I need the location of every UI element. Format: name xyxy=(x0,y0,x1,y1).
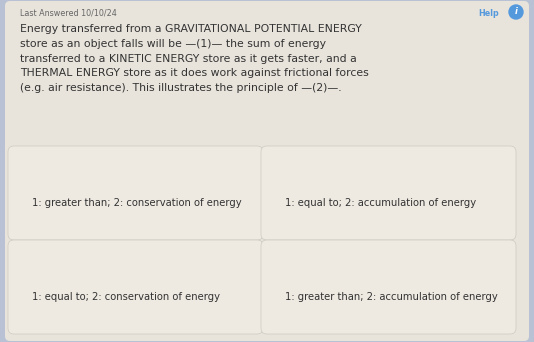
FancyBboxPatch shape xyxy=(261,240,516,334)
Text: Last Answered 10/10/24: Last Answered 10/10/24 xyxy=(20,9,117,18)
FancyBboxPatch shape xyxy=(261,146,516,240)
Text: 1: equal to; 2: accumulation of energy: 1: equal to; 2: accumulation of energy xyxy=(285,198,476,208)
Text: i: i xyxy=(515,8,517,16)
FancyBboxPatch shape xyxy=(5,1,529,341)
Text: Energy transferred from a GRAVITATIONAL POTENTIAL ENERGY
store as an object fall: Energy transferred from a GRAVITATIONAL … xyxy=(20,24,369,93)
Text: 1: greater than; 2: conservation of energy: 1: greater than; 2: conservation of ener… xyxy=(32,198,241,208)
Text: 1: greater than; 2: accumulation of energy: 1: greater than; 2: accumulation of ener… xyxy=(285,292,498,302)
FancyBboxPatch shape xyxy=(8,240,263,334)
Text: Help: Help xyxy=(478,9,499,18)
Text: 1: equal to; 2: conservation of energy: 1: equal to; 2: conservation of energy xyxy=(32,292,220,302)
FancyBboxPatch shape xyxy=(8,146,263,240)
Circle shape xyxy=(509,5,523,19)
